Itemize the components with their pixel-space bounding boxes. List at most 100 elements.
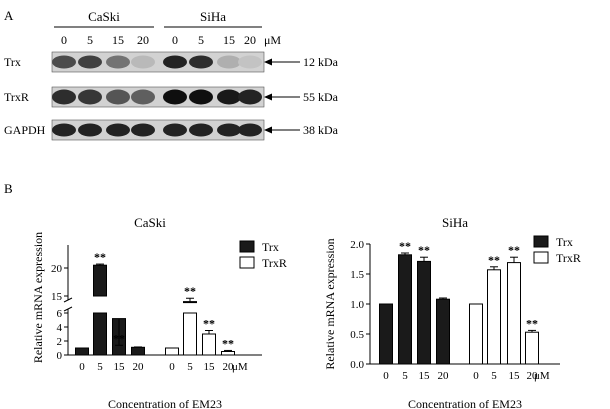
bar xyxy=(436,298,450,365)
band xyxy=(217,123,241,137)
y-tick-label: 1.5 xyxy=(350,269,364,281)
lane-label: 5 xyxy=(198,33,204,47)
y-tick-label: 0.5 xyxy=(350,329,364,341)
x-tick-label: 20 xyxy=(223,361,235,373)
y-tick-label: 4 xyxy=(57,322,63,334)
x-axis-label: Concentration of EM23 xyxy=(408,397,522,409)
panel-a-label: A xyxy=(4,8,14,23)
band xyxy=(52,123,76,137)
band xyxy=(106,89,130,105)
band xyxy=(217,55,241,69)
band xyxy=(106,123,130,137)
legend-swatch xyxy=(533,235,549,248)
bar xyxy=(93,264,107,297)
x-tick-label: 20 xyxy=(438,370,450,382)
x-tick-label: 5 xyxy=(491,370,497,382)
y-axis-label: Relative mRNA expression xyxy=(31,232,45,363)
arrow-head xyxy=(264,93,272,101)
band xyxy=(131,89,155,105)
significance-label: ** xyxy=(526,316,538,330)
band xyxy=(78,123,102,137)
x-tick-label: 20 xyxy=(527,370,539,382)
y-tick-label: 15 xyxy=(51,291,63,303)
lane-label: 0 xyxy=(61,33,67,47)
axis-break-mark xyxy=(63,297,73,303)
chart-title: CaSki xyxy=(134,215,166,230)
lane-label: 5 xyxy=(87,33,93,47)
row-label: Trx xyxy=(4,55,21,69)
x-unit-label: μM xyxy=(232,361,248,373)
y-tick-label: 20 xyxy=(51,263,63,275)
bar xyxy=(469,303,483,365)
significance-label: ** xyxy=(222,336,234,350)
x-tick-label: 0 xyxy=(383,370,389,382)
band xyxy=(78,89,102,105)
bar xyxy=(202,333,216,356)
band xyxy=(163,123,187,137)
legend-swatch xyxy=(239,256,255,269)
x-tick-label: 20 xyxy=(133,361,145,373)
significance-label: ** xyxy=(184,284,196,298)
chart-siha: SiHa Relative mRNA expression Concentratio… xyxy=(323,215,581,409)
significance-label: ** xyxy=(94,250,106,264)
y-tick-label: 2.0 xyxy=(350,239,364,251)
x-tick-label: 0 xyxy=(169,361,175,373)
x-tick-label: 0 xyxy=(473,370,479,382)
y-tick-label: 2 xyxy=(57,336,63,348)
size-label: 55 kDa xyxy=(303,90,339,104)
band xyxy=(238,123,262,137)
band xyxy=(52,55,76,69)
lane-label: 0 xyxy=(172,33,178,47)
chart-title: SiHa xyxy=(442,215,468,230)
band xyxy=(78,55,102,69)
band xyxy=(163,55,187,69)
bar xyxy=(417,260,431,365)
x-tick-label: 15 xyxy=(509,370,521,382)
bar xyxy=(183,312,197,356)
x-tick-label: 5 xyxy=(97,361,103,373)
group-label: SiHa xyxy=(200,9,226,24)
significance-label: ** xyxy=(508,243,520,257)
lane-label: 15 xyxy=(223,33,235,47)
legend-label: TrxR xyxy=(556,251,581,265)
x-tick-label: 5 xyxy=(187,361,193,373)
significance-label: ** xyxy=(488,253,500,267)
axis-break-mark xyxy=(63,306,73,312)
panel-b-label: B xyxy=(4,181,13,196)
band xyxy=(131,55,155,69)
legend-label: Trx xyxy=(262,240,279,254)
significance-label: ** xyxy=(113,331,125,345)
bar xyxy=(507,262,521,365)
y-tick-label: 0.0 xyxy=(350,359,364,371)
bar xyxy=(93,312,107,356)
bar xyxy=(165,347,179,356)
y-tick-label: 0 xyxy=(57,350,63,362)
band xyxy=(217,89,241,105)
legend-label: TrxR xyxy=(262,256,287,270)
arrow-head xyxy=(264,58,272,66)
unit-label: μM xyxy=(264,33,281,47)
x-tick-label: 15 xyxy=(114,361,126,373)
group-label: CaSki xyxy=(88,9,120,24)
chart-caski: CaSki Relative mRNA expression Concentrati… xyxy=(31,215,287,409)
legend-label: Trx xyxy=(556,235,573,249)
legend-swatch xyxy=(533,251,549,264)
band xyxy=(163,89,187,105)
size-label: 38 kDa xyxy=(303,123,339,137)
panel-a-western-blot: A CaSki 0 5 15 20 SiHa 0 5 15 20 μM Trx 12 kDa TrxR 55… xyxy=(4,8,339,141)
band xyxy=(238,89,262,105)
x-tick-label: 5 xyxy=(402,370,408,382)
x-tick-label: 15 xyxy=(419,370,431,382)
legend-swatch xyxy=(239,240,255,253)
bar xyxy=(379,303,393,365)
bar xyxy=(221,351,235,356)
row-label: TrxR xyxy=(4,90,29,104)
bar xyxy=(183,301,197,304)
significance-label: ** xyxy=(203,317,215,331)
y-tick-label: 6 xyxy=(57,308,63,320)
band xyxy=(106,55,130,69)
band xyxy=(189,55,213,69)
x-tick-label: 15 xyxy=(204,361,216,373)
significance-label: ** xyxy=(418,243,430,257)
